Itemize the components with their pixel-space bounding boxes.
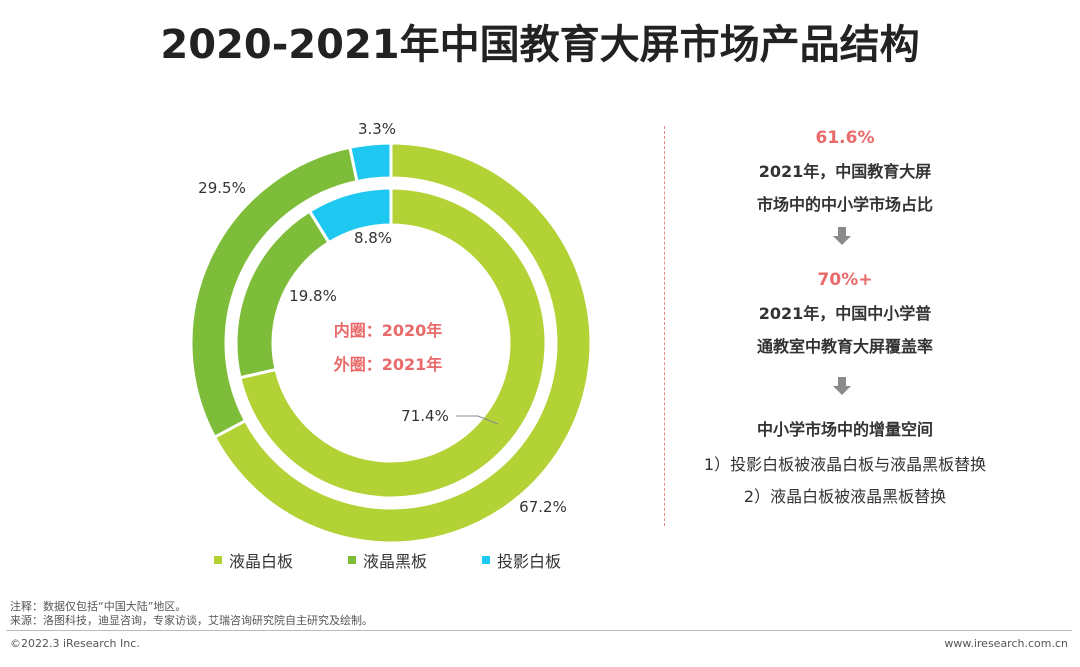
arrow-down-icon <box>833 227 851 245</box>
outer-label-projection-whiteboard: 3.3% <box>358 120 396 138</box>
growth-point-1: 1）投影白板被液晶白板与液晶黑板替换 <box>703 455 987 474</box>
growth-heading: 中小学市场中的增量空间 <box>756 420 933 439</box>
footer-rule <box>6 630 1072 631</box>
legend-swatch <box>214 556 222 564</box>
legend-item: 液晶白板 <box>214 548 293 572</box>
legend-swatch <box>348 556 356 564</box>
legend-label: 液晶黑板 <box>363 552 428 571</box>
inner-label-leader-line <box>456 415 499 425</box>
outer-label-lcd-whiteboard: 67.2% <box>519 498 567 516</box>
legend-label: 投影白板 <box>497 552 562 571</box>
footnote: 注释：数据仅包括“中国大陆”地区。 <box>10 600 187 613</box>
legend-item: 液晶黑板 <box>348 548 427 572</box>
stat-k12-share-value: 61.6% <box>815 128 875 148</box>
inner-label-lcd-blackboard: 19.8% <box>289 287 337 305</box>
center-label-outer: 外圈：2021年 <box>333 355 443 374</box>
outer-ring-slice-lcd-whiteboard <box>212 141 593 545</box>
stat-coverage-line2: 通教室中教育大屏覆盖率 <box>756 337 933 356</box>
inner-label-lcd-whiteboard: 71.4% <box>401 407 449 425</box>
panel-divider <box>664 126 665 526</box>
arrow-down-icon <box>833 377 851 395</box>
inner-ring-slice-projection-whiteboard <box>307 186 393 245</box>
copyright: ©2022.3 iResearch Inc. <box>10 637 140 650</box>
inner-ring-slice-lcd-whiteboard <box>238 186 548 500</box>
legend-item: 投影白板 <box>482 548 561 572</box>
stat-k12-share-line1: 2021年，中国教育大屏 <box>758 162 932 181</box>
chart-legend: 液晶白板 液晶黑板 投影白板 <box>0 548 1080 572</box>
stat-coverage-line1: 2021年，中国中小学普 <box>758 304 932 323</box>
source-note: 来源：洛图科技，迪显咨询，专家访谈，艾瑞咨询研究院自主研究及绘制。 <box>10 614 373 627</box>
legend-swatch <box>482 556 490 564</box>
page-title: 2020-2021年中国教育大屏市场产品结构 <box>160 22 920 68</box>
center-label-inner: 内圈：2020年 <box>334 321 443 340</box>
website-link[interactable]: www.iresearch.com.cn <box>944 637 1068 650</box>
legend-label: 液晶白板 <box>229 552 294 571</box>
growth-point-2: 2）液晶白板被液晶黑板替换 <box>743 487 947 506</box>
outer-label-lcd-blackboard: 29.5% <box>198 179 246 197</box>
outer-ring-slice-projection-whiteboard <box>348 141 393 184</box>
stat-k12-share-line2: 市场中的中小学市场占比 <box>756 195 933 214</box>
inner-label-projection-whiteboard: 8.8% <box>354 229 392 247</box>
stat-coverage-value: 70%+ <box>817 270 873 290</box>
